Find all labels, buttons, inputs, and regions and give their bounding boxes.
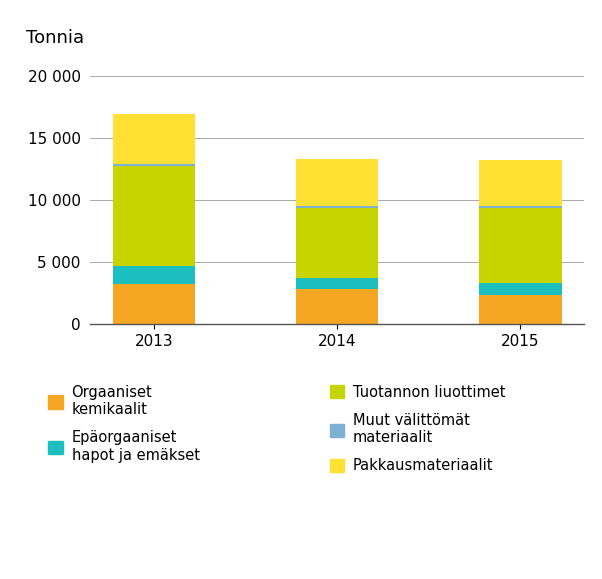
Text: Tonnia: Tonnia [26, 30, 84, 47]
Bar [113, 114, 195, 164]
Bar [113, 164, 195, 166]
Bar [479, 206, 562, 208]
Bar [479, 295, 562, 324]
Bar [296, 290, 378, 324]
Bar [296, 208, 378, 278]
Bar [479, 208, 562, 283]
Bar [296, 159, 378, 206]
Bar [296, 278, 378, 290]
Legend: Tuotannon liuottimet, Muut välittömät
materiaalit, Pakkausmateriaalit: Tuotannon liuottimet, Muut välittömät ma… [330, 385, 506, 474]
Bar [479, 283, 562, 295]
Bar [113, 284, 195, 324]
Bar [479, 160, 562, 206]
Bar [296, 206, 378, 208]
Bar [113, 266, 195, 284]
Bar [113, 166, 195, 266]
